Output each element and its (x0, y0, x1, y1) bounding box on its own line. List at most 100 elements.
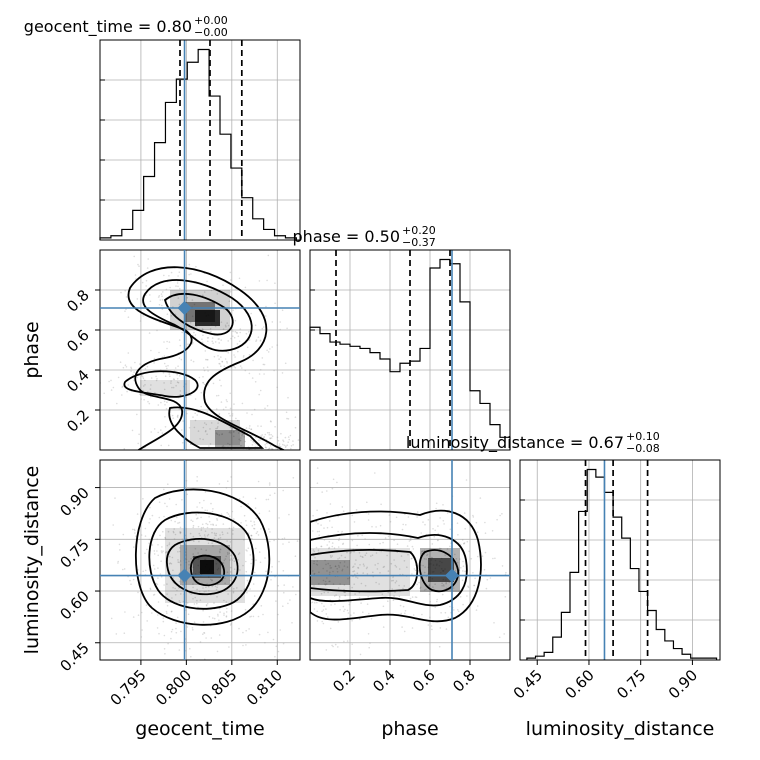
sample-point (216, 650, 219, 653)
sample-point (443, 523, 445, 525)
sample-point (213, 455, 215, 457)
sample-point (263, 435, 266, 438)
sample-point (205, 637, 207, 639)
sample-point (225, 399, 228, 401)
sample-point (411, 596, 414, 598)
sample-point (264, 433, 267, 436)
sample-point (222, 562, 225, 564)
sample-point (250, 561, 252, 563)
sample-point (110, 379, 112, 382)
sample-point (447, 616, 450, 619)
sample-point (149, 587, 152, 590)
phase-y-axis-label: phase (21, 321, 43, 378)
sample-point (228, 300, 231, 303)
sample-point (239, 331, 241, 334)
sample-point (330, 604, 332, 606)
sample-point (379, 524, 382, 527)
sample-point (136, 413, 138, 416)
sample-point (159, 369, 162, 371)
sample-point (290, 454, 292, 456)
sample-point (416, 516, 418, 518)
sample-point (449, 545, 451, 548)
sample-point (353, 612, 355, 614)
sample-point (229, 579, 232, 582)
sample-point (274, 302, 276, 305)
sample-point (253, 527, 256, 530)
sample-point (338, 595, 341, 598)
sample-point (140, 398, 142, 400)
sample-point (246, 579, 249, 582)
sample-point (439, 517, 441, 519)
sample-point (325, 649, 328, 651)
sample-point (263, 363, 266, 366)
sample-point (125, 296, 128, 298)
sample-point (357, 566, 359, 569)
sample-point (210, 523, 212, 526)
sample-point (305, 602, 307, 604)
sample-point (266, 431, 269, 434)
sample-point (466, 540, 469, 543)
sample-point (225, 601, 228, 603)
sample-point (131, 429, 134, 432)
sample-point (224, 577, 226, 579)
sample-point (254, 545, 256, 547)
sample-point (454, 569, 457, 572)
sample-point (252, 583, 255, 585)
sample-point (253, 521, 255, 523)
sample-point (96, 508, 98, 510)
sample-point (437, 539, 439, 541)
sample-point (328, 520, 331, 522)
sample-point (250, 312, 252, 315)
sample-point (205, 604, 208, 607)
sample-point (230, 337, 232, 340)
sample-point (174, 438, 176, 440)
sample-point (403, 560, 406, 562)
truth-marker (100, 460, 300, 660)
sample-point (137, 442, 139, 445)
sample-point (198, 590, 201, 593)
sample-point (268, 447, 271, 450)
sample-point (290, 552, 292, 554)
sample-point (283, 591, 285, 594)
sample-point (368, 612, 370, 615)
sample-point (134, 361, 136, 364)
sample-point (165, 551, 168, 553)
sample-point (362, 611, 364, 613)
sample-point (315, 563, 318, 566)
sample-point (254, 497, 257, 500)
sample-point (351, 620, 353, 622)
sample-point (351, 514, 354, 517)
sample-point (177, 551, 179, 553)
sample-point (103, 392, 105, 395)
sample-point (379, 542, 381, 545)
density-cell (310, 560, 350, 585)
panel-title: phase = 0.50 +0.20−0.37 (293, 224, 436, 249)
sample-point (342, 542, 345, 545)
sample-point (337, 621, 340, 623)
sample-point (257, 336, 260, 339)
sample-point (472, 572, 474, 574)
sample-point (166, 313, 169, 316)
sample-point (162, 620, 165, 623)
sample-point (351, 445, 353, 447)
sample-point (157, 544, 159, 546)
sample-point (268, 482, 271, 484)
sample-point (284, 436, 287, 439)
sample-point (226, 540, 228, 542)
sample-point (151, 612, 153, 614)
sample-point (179, 390, 182, 392)
sample-point (191, 343, 194, 345)
sample-point (398, 584, 400, 587)
sample-point (286, 327, 288, 330)
sample-point (196, 517, 198, 520)
sample-point (217, 422, 219, 424)
sample-point (165, 365, 167, 368)
sample-point (326, 577, 328, 579)
sample-point (238, 552, 241, 554)
sample-point (237, 350, 239, 353)
sample-point (218, 483, 221, 485)
sample-point (305, 566, 307, 568)
sample-point (208, 516, 210, 518)
title-minus-error: −0.00 (194, 26, 228, 39)
panel-title: geocent_time = 0.80 +0.00−0.00 (24, 14, 228, 39)
